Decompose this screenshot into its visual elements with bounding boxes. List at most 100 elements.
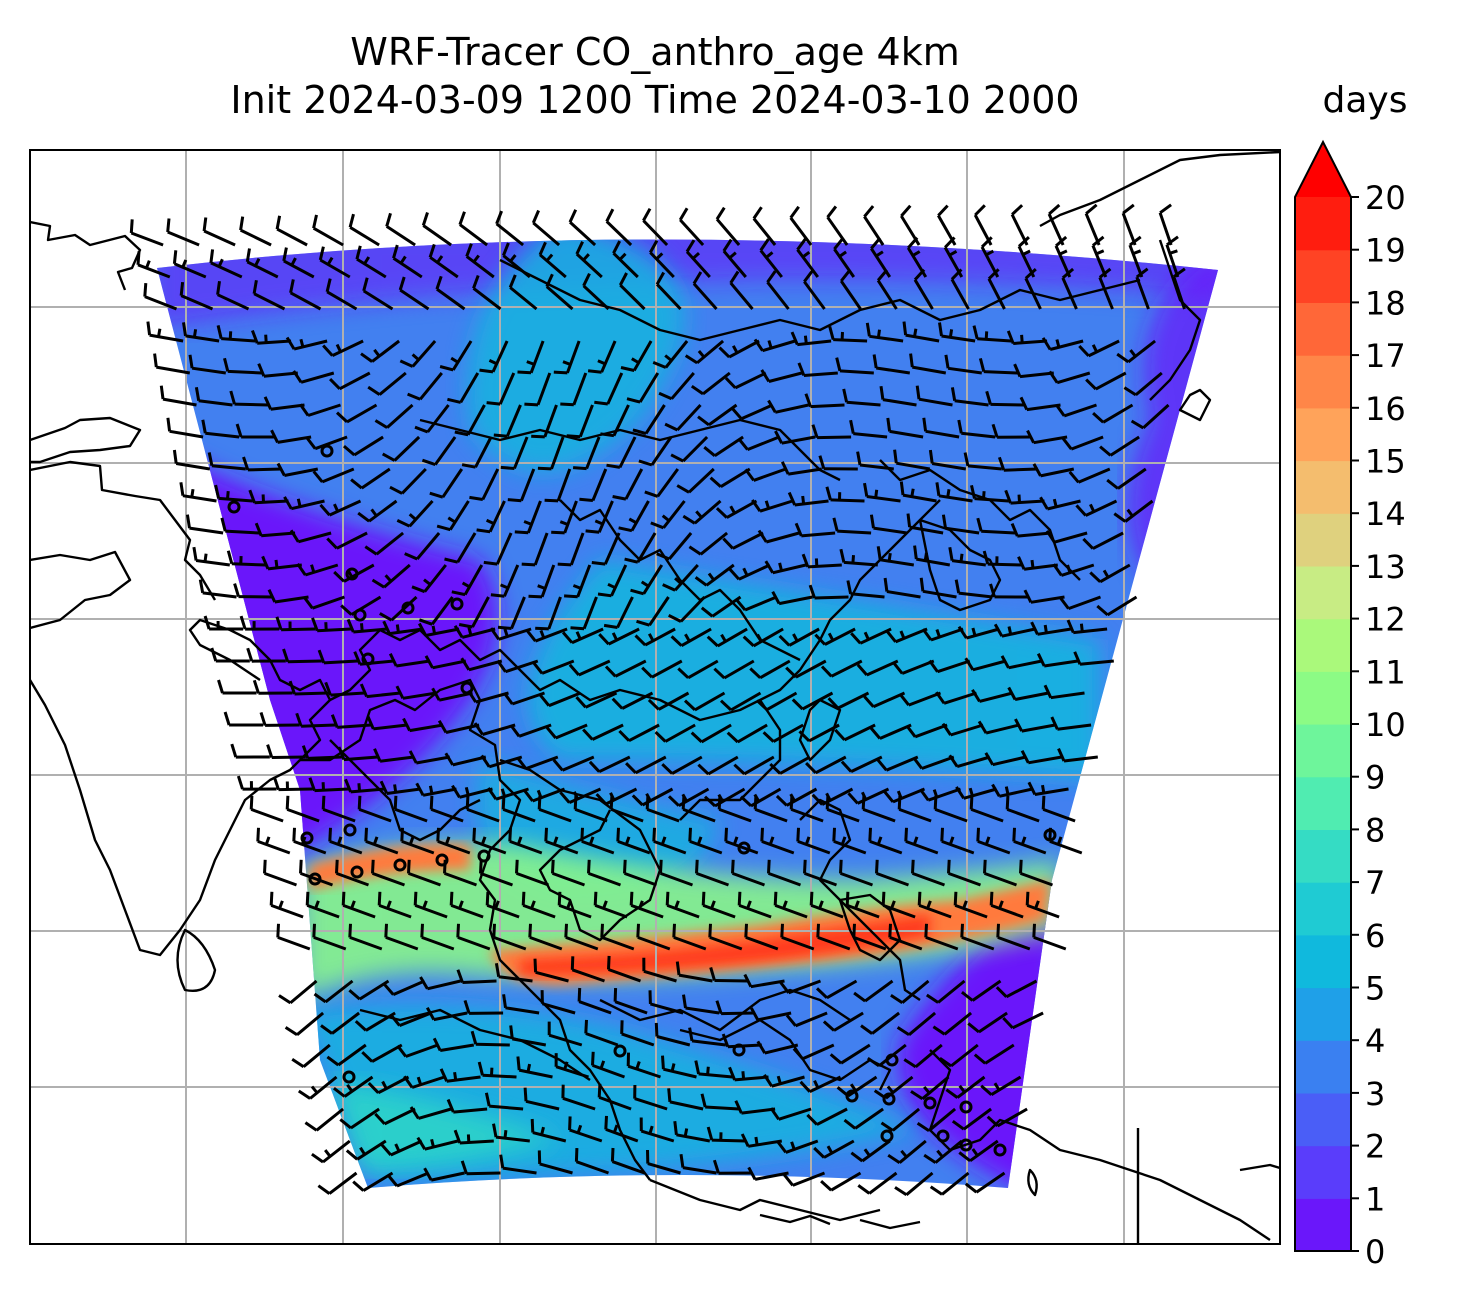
wind-barb — [507, 468, 536, 503]
wind-barb — [521, 891, 556, 919]
wind-barb — [618, 272, 646, 311]
wind-barb — [958, 1139, 999, 1163]
wind-barb — [214, 484, 253, 503]
wind-barb — [332, 1075, 374, 1098]
wind-barb — [403, 1075, 445, 1089]
wind-barb — [820, 1171, 862, 1192]
wind-barb — [700, 1093, 740, 1111]
wind-barb — [670, 627, 712, 648]
wind-barb — [473, 722, 516, 736]
wind-barb — [345, 1139, 387, 1161]
wind-barb — [492, 1123, 530, 1143]
coastline-segment — [679, 699, 782, 821]
colorbar-extend-arrow — [1295, 142, 1351, 197]
wind-barb — [495, 210, 525, 247]
wind-barb — [813, 1139, 855, 1159]
map-title-line2: Init 2024-03-09 1200 Time 2024-03-10 200… — [230, 78, 1080, 122]
wind-barb — [296, 562, 339, 577]
wind-barb — [575, 691, 618, 709]
wind-barb — [311, 617, 352, 633]
colorbar-band — [1295, 197, 1351, 251]
wind-barb — [845, 891, 880, 919]
wind-barb — [503, 691, 545, 706]
wind-barb — [915, 385, 953, 407]
wind-barb — [759, 238, 783, 278]
colorbar-band — [1295, 1145, 1351, 1199]
wind-barb — [636, 596, 670, 627]
wind-barb — [1061, 435, 1104, 451]
wind-barb — [198, 579, 237, 599]
wind-barb — [954, 579, 993, 599]
calm-circle — [613, 1044, 627, 1058]
wind-barb — [989, 891, 1024, 919]
wind-barb — [210, 647, 250, 663]
wind-barb — [876, 755, 919, 772]
wind-barb — [547, 1021, 583, 1047]
wind-barb — [626, 1052, 661, 1079]
wind-barb — [1096, 595, 1138, 617]
wind-barb — [428, 243, 459, 279]
wind-barb — [613, 988, 648, 1015]
wind-barb — [950, 268, 970, 310]
wind-barb — [610, 1147, 646, 1175]
wind-barb — [419, 976, 461, 991]
wind-barb — [420, 923, 455, 951]
wind-barb — [320, 1011, 361, 1035]
wind-barb — [902, 321, 940, 343]
wind-barb — [682, 994, 720, 1015]
wind-barb — [973, 1043, 1015, 1065]
colorbar-tick-label: 6 — [1365, 917, 1385, 955]
wind-barb — [436, 500, 470, 532]
coastline-segment — [599, 988, 851, 1032]
wind-barb — [955, 786, 997, 800]
wind-barb — [304, 1107, 345, 1132]
wind-barb — [636, 923, 671, 951]
coastline-segment — [1149, 239, 1202, 401]
wind-barb — [805, 755, 847, 775]
wind-barb — [964, 1171, 1006, 1194]
coastline-segment — [419, 418, 841, 482]
wind-barb — [479, 340, 509, 374]
wind-barb — [330, 714, 372, 729]
wind-barb — [876, 269, 898, 310]
wind-barb — [502, 994, 540, 1015]
map-title: WRF-Tracer CO_anthro_age 4km Init 2024-0… — [30, 28, 1280, 124]
colorbar-tick-label: 7 — [1365, 864, 1385, 902]
wind-barb — [913, 545, 951, 567]
wind-barb — [803, 859, 838, 887]
wind-barb — [676, 467, 715, 494]
wind-barb — [652, 340, 689, 369]
wind-barb — [285, 336, 328, 351]
wind-barb — [879, 385, 917, 407]
wind-barb — [207, 452, 246, 471]
wind-barb — [718, 339, 760, 359]
wind-barb — [239, 615, 280, 631]
wind-barb — [1048, 370, 1091, 385]
wind-barb — [1006, 330, 1048, 345]
wind-barb — [242, 456, 282, 472]
wind-barb — [538, 241, 567, 279]
wind-barb — [489, 627, 532, 641]
colorbar-outline — [1294, 139, 1352, 1252]
wind-barb — [387, 1171, 430, 1188]
colorbar-tick-label: 11 — [1365, 653, 1406, 691]
wind-barb — [697, 755, 739, 776]
wind-barb — [577, 987, 612, 1015]
wind-barb — [641, 659, 683, 679]
wind-barb — [417, 622, 460, 637]
wind-barb — [1020, 750, 1063, 765]
wind-barb — [421, 212, 452, 247]
wind-barb — [1054, 235, 1072, 278]
wind-barb — [1068, 467, 1111, 484]
wind-barb — [951, 1107, 992, 1131]
wind-barb — [1135, 267, 1150, 310]
wind-barb — [383, 979, 426, 996]
wind-barb — [497, 596, 526, 630]
wind-barb — [587, 859, 622, 887]
wind-barb — [743, 973, 785, 989]
wind-barb — [275, 215, 308, 247]
wind-barb — [773, 891, 808, 919]
wind-barb — [317, 1171, 358, 1195]
wind-barb — [496, 659, 539, 674]
coastline-segment — [798, 698, 842, 762]
